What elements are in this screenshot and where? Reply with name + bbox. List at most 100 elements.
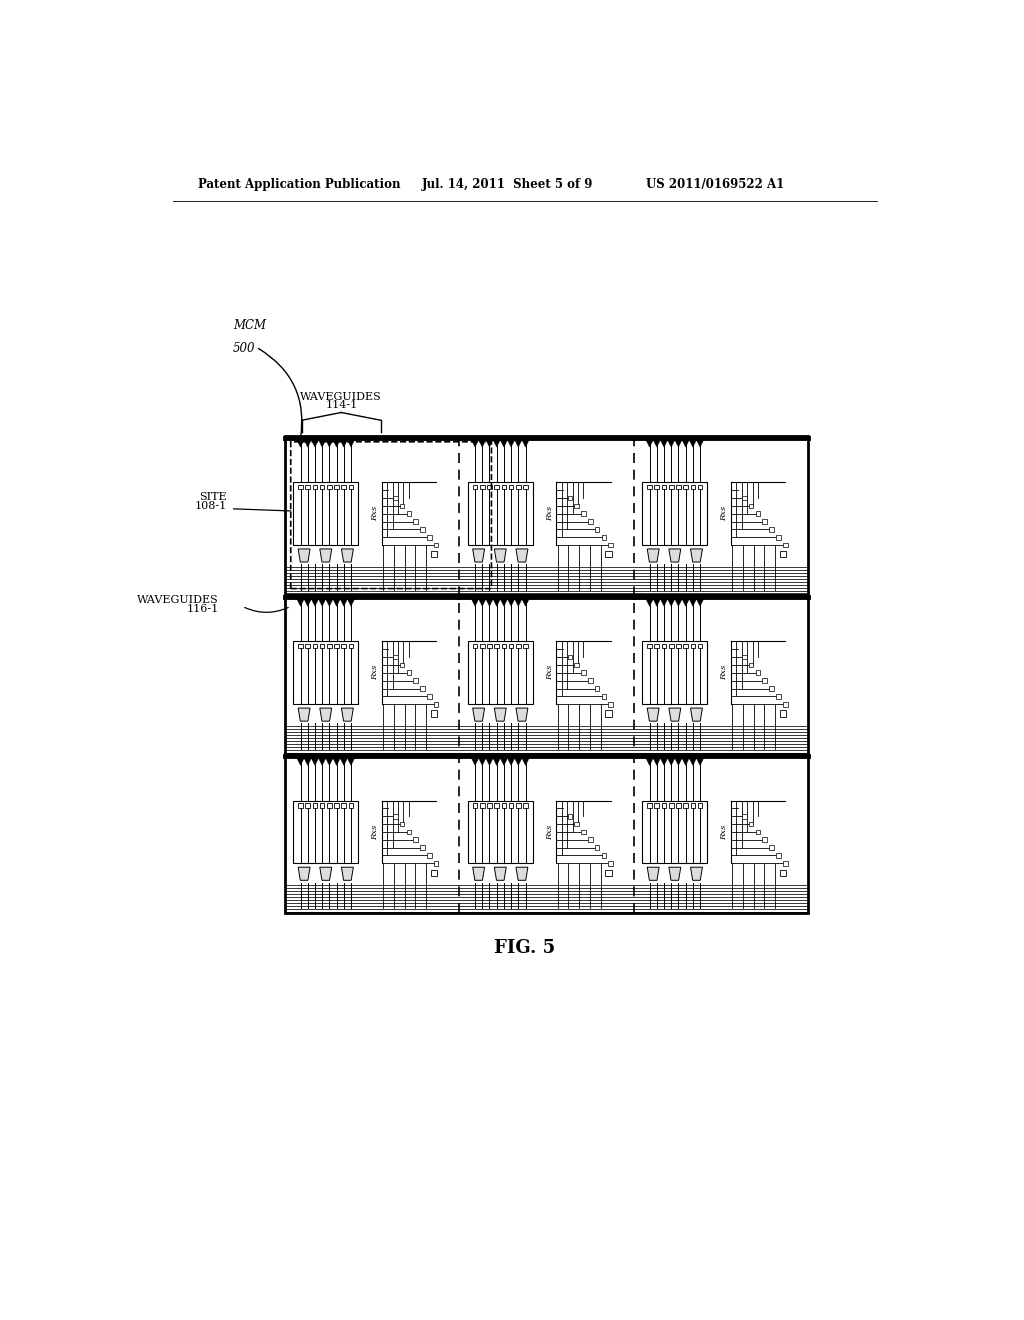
Polygon shape [690, 867, 702, 880]
Bar [473, 803, 477, 808]
Bar [756, 511, 760, 516]
Polygon shape [682, 758, 689, 766]
Bar [763, 837, 767, 842]
Bar [434, 861, 438, 866]
Polygon shape [521, 598, 529, 606]
Bar [509, 644, 513, 648]
Bar [567, 495, 572, 500]
Bar [312, 644, 317, 648]
Polygon shape [668, 758, 675, 766]
Polygon shape [297, 440, 304, 447]
Bar [574, 822, 579, 826]
Bar [327, 484, 332, 490]
Polygon shape [690, 708, 702, 721]
Polygon shape [521, 758, 529, 766]
Bar [487, 484, 492, 490]
Bar [334, 803, 339, 808]
Bar [780, 710, 786, 717]
Polygon shape [500, 440, 508, 447]
Bar [697, 803, 702, 808]
Bar [334, 484, 339, 490]
Bar [776, 694, 780, 698]
Bar [697, 644, 702, 648]
Polygon shape [675, 758, 682, 766]
Bar [647, 644, 652, 648]
Bar [756, 830, 760, 834]
Bar [662, 644, 667, 648]
Polygon shape [646, 598, 653, 606]
Bar [502, 484, 506, 490]
Text: WAVEGUIDES: WAVEGUIDES [300, 392, 382, 403]
Polygon shape [478, 758, 486, 766]
Polygon shape [696, 598, 703, 606]
Polygon shape [647, 708, 659, 721]
Polygon shape [347, 758, 355, 766]
Bar [319, 644, 325, 648]
Bar [399, 822, 404, 826]
Text: WAVEGUIDES: WAVEGUIDES [137, 595, 219, 605]
Polygon shape [495, 549, 506, 562]
Bar [298, 803, 303, 808]
Polygon shape [669, 708, 681, 721]
Polygon shape [647, 867, 659, 880]
Polygon shape [668, 440, 675, 447]
Bar [427, 853, 432, 858]
Bar [662, 803, 667, 808]
Polygon shape [304, 758, 311, 766]
Bar [642, 800, 708, 863]
Bar [341, 484, 346, 490]
Bar [509, 803, 513, 808]
Bar [523, 644, 528, 648]
Text: Rxs: Rxs [546, 824, 554, 840]
Bar [431, 870, 437, 875]
Polygon shape [298, 708, 310, 721]
Bar [683, 484, 688, 490]
Polygon shape [493, 598, 501, 606]
Bar [487, 644, 492, 648]
Bar [480, 803, 484, 808]
Bar [487, 803, 492, 808]
Bar [305, 644, 310, 648]
Bar [669, 803, 674, 808]
Polygon shape [478, 440, 486, 447]
Bar [588, 837, 593, 842]
Bar [642, 642, 708, 704]
Bar [690, 803, 695, 808]
Bar [298, 484, 303, 490]
Polygon shape [340, 598, 347, 606]
Text: Rxs: Rxs [721, 506, 728, 521]
Polygon shape [646, 440, 653, 447]
Bar [756, 671, 760, 675]
Bar [293, 642, 358, 704]
Bar [319, 803, 325, 808]
Polygon shape [507, 758, 515, 766]
Bar [601, 535, 606, 540]
Text: Rxs: Rxs [546, 665, 554, 680]
Bar [334, 644, 339, 648]
Bar [414, 837, 418, 842]
Polygon shape [341, 708, 353, 721]
Polygon shape [689, 758, 696, 766]
Text: Jul. 14, 2011  Sheet 5 of 9: Jul. 14, 2011 Sheet 5 of 9 [422, 178, 593, 191]
Bar [690, 644, 695, 648]
Polygon shape [682, 440, 689, 447]
Bar [608, 702, 613, 706]
Bar [749, 822, 754, 826]
Bar [567, 814, 572, 818]
Polygon shape [473, 867, 484, 880]
Bar [595, 845, 599, 850]
Polygon shape [471, 598, 479, 606]
Bar [742, 814, 746, 818]
Bar [676, 803, 681, 808]
Text: Rxs: Rxs [546, 506, 554, 521]
Bar [582, 671, 586, 675]
Bar [473, 644, 477, 648]
Bar [776, 535, 780, 540]
Polygon shape [340, 440, 347, 447]
Polygon shape [478, 598, 486, 606]
Polygon shape [319, 549, 332, 562]
Bar [393, 655, 397, 660]
Bar [783, 702, 787, 706]
Bar [523, 484, 528, 490]
Polygon shape [341, 867, 353, 880]
